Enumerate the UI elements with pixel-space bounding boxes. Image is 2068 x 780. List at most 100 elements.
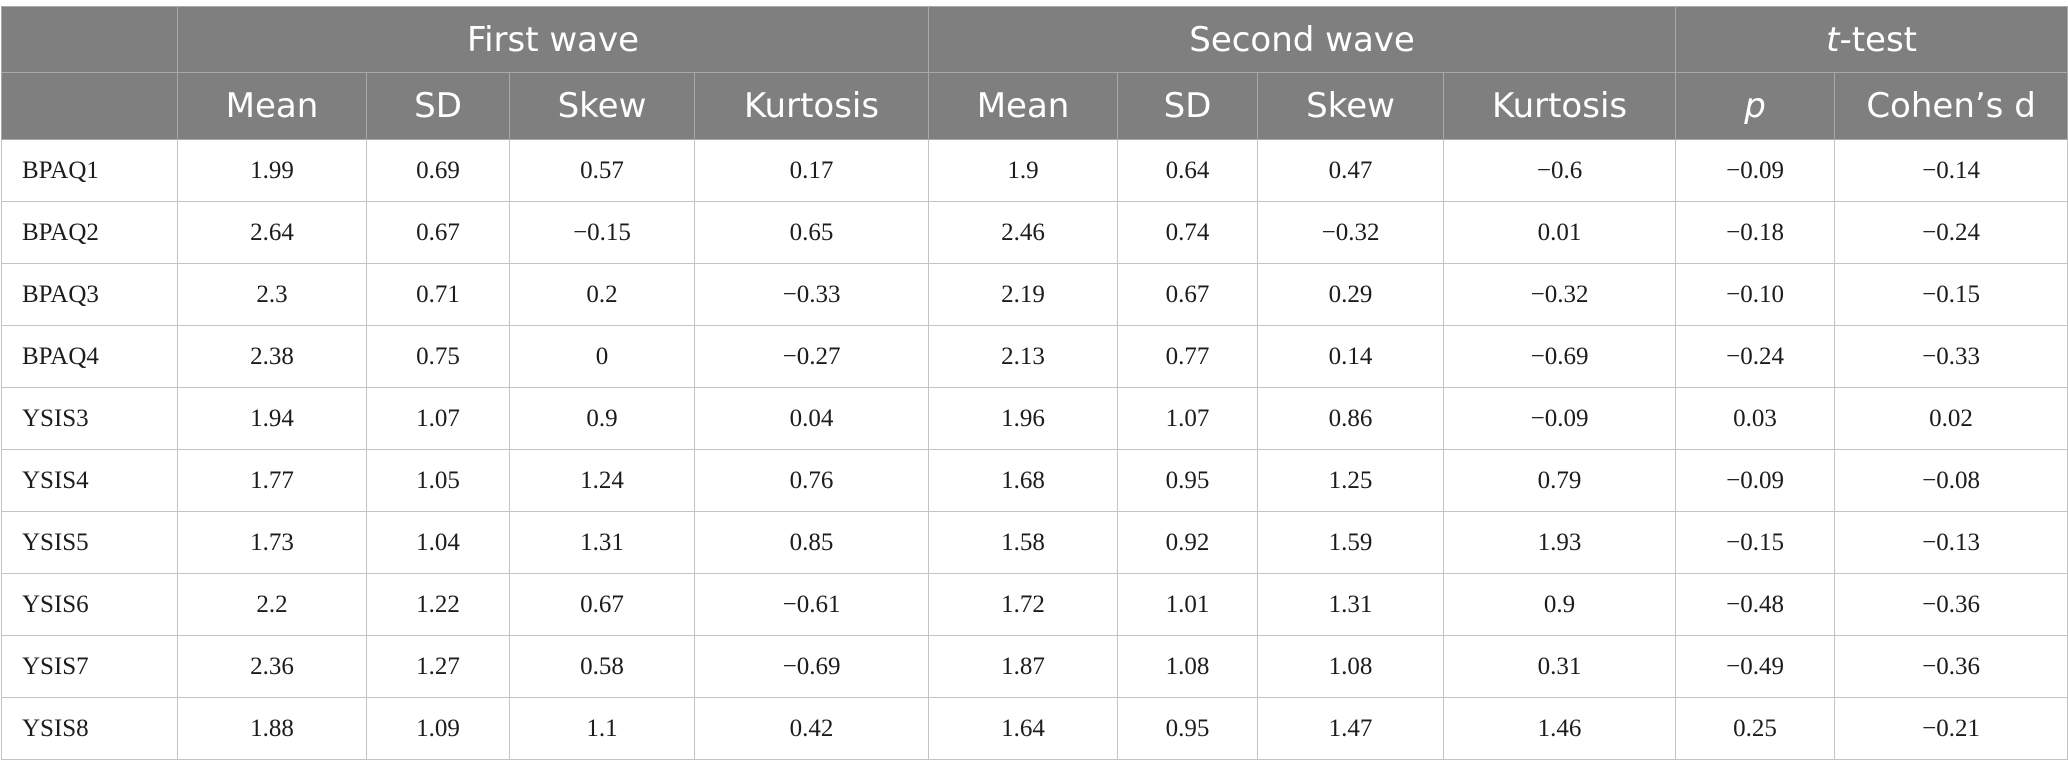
table-cell: 1.01 bbox=[1117, 573, 1259, 636]
table-cell: 1.25 bbox=[1257, 449, 1445, 512]
table-cell: 0.17 bbox=[693, 139, 930, 202]
table-cell: −0.21 bbox=[1834, 697, 2068, 760]
col-header-second-sd: SD bbox=[1117, 72, 1259, 140]
group-header-second-wave: Second wave bbox=[928, 6, 1677, 73]
table-cell: 1.72 bbox=[928, 573, 1119, 636]
table-body: BPAQ1 1.99 0.69 0.57 0.17 1.9 0.64 0.47 −0.6 −0.0… bbox=[1, 139, 2068, 760]
table-cell: 1.68 bbox=[928, 449, 1119, 512]
table-cell: −0.15 bbox=[509, 201, 695, 264]
table-cell: 0.67 bbox=[366, 201, 510, 264]
table-cell: −0.13 bbox=[1834, 511, 2068, 574]
table-cell: 1.05 bbox=[366, 449, 510, 512]
table-cell: 1.07 bbox=[1117, 387, 1259, 450]
table-cell: −0.33 bbox=[1834, 325, 2068, 388]
table-cell: 0 bbox=[509, 325, 695, 388]
table-cell: 2.3 bbox=[177, 263, 367, 326]
table-cell: 1.08 bbox=[1257, 635, 1445, 698]
table-cell: 0.31 bbox=[1443, 635, 1677, 698]
table-cell: 0.64 bbox=[1117, 139, 1259, 202]
table-cell: 1.99 bbox=[177, 139, 367, 202]
header-stub bbox=[1, 72, 178, 140]
table-cell: 0.77 bbox=[1117, 325, 1259, 388]
row-label: YSIS3 bbox=[1, 387, 178, 450]
table-cell: 1.27 bbox=[366, 635, 510, 698]
table-row: BPAQ2 2.64 0.67 −0.15 0.65 2.46 0.74 −0.32 0.01−… bbox=[1, 201, 2068, 264]
table-cell: −0.14 bbox=[1834, 139, 2068, 202]
table-row: YSIS4 1.77 1.05 1.24 0.76 1.68 0.95 1.25 0.79 −0.… bbox=[1, 449, 2068, 512]
col-header-p: p bbox=[1675, 72, 1836, 140]
table-cell: 0.86 bbox=[1257, 387, 1445, 450]
table-row: YSIS8 1.88 1.09 1.1 0.42 1.64 0.95 1.47 1.46 0.25… bbox=[1, 697, 2068, 760]
table-cell: −0.15 bbox=[1834, 263, 2068, 326]
table-cell: 1.31 bbox=[1257, 573, 1445, 636]
table-cell: 1.31 bbox=[509, 511, 695, 574]
table-cell: 0.69 bbox=[366, 139, 510, 202]
table-row: YSIS6 2.2 1.22 0.67 −0.61 1.72 1.01 1.31 0.9 −0.4… bbox=[1, 573, 2068, 636]
row-label: YSIS6 bbox=[1, 573, 178, 636]
table-cell: 0.02 bbox=[1834, 387, 2068, 450]
table-cell: 0.47 bbox=[1257, 139, 1445, 202]
t-test-italic-t: t bbox=[1826, 19, 1840, 60]
row-label: YSIS5 bbox=[1, 511, 178, 574]
table-cell: 2.46 bbox=[928, 201, 1119, 264]
table-cell: 1.96 bbox=[928, 387, 1119, 450]
table-cell: −0.09 bbox=[1675, 449, 1836, 512]
row-label: BPAQ1 bbox=[1, 139, 178, 202]
table-cell: −0.61 bbox=[693, 573, 930, 636]
table-cell: 0.03 bbox=[1675, 387, 1836, 450]
table-cell: −0.33 bbox=[693, 263, 930, 326]
table-cell: 0.25 bbox=[1675, 697, 1836, 760]
table-cell: −0.24 bbox=[1834, 201, 2068, 264]
table-row: BPAQ3 2.3 0.71 0.2 −0.33 2.19 0.67 0.29 −0.32 −0.… bbox=[1, 263, 2068, 326]
table-cell: −0.48 bbox=[1675, 573, 1836, 636]
table-cell: −0.49 bbox=[1675, 635, 1836, 698]
group-header-row: First wave Second wave t-test bbox=[1, 6, 2068, 73]
table-cell: 0.29 bbox=[1257, 263, 1445, 326]
statistics-table: First wave Second wave t-test Mean SD Sk… bbox=[1, 6, 2068, 760]
table-header: First wave Second wave t-test Mean SD Sk… bbox=[1, 6, 2068, 140]
group-header-t-test: t-test bbox=[1675, 6, 2068, 73]
table-cell: 1.73 bbox=[177, 511, 367, 574]
col-header-first-skew: Skew bbox=[509, 72, 695, 140]
table-cell: 0.2 bbox=[509, 263, 695, 326]
table-cell: 0.04 bbox=[693, 387, 930, 450]
table-cell: −0.32 bbox=[1443, 263, 1677, 326]
table-cell: 0.95 bbox=[1117, 449, 1259, 512]
row-label: YSIS4 bbox=[1, 449, 178, 512]
table-cell: 1.93 bbox=[1443, 511, 1677, 574]
row-label: BPAQ2 bbox=[1, 201, 178, 264]
table-cell: 0.95 bbox=[1117, 697, 1259, 760]
table-cell: 0.42 bbox=[693, 697, 930, 760]
table-cell: −0.18 bbox=[1675, 201, 1836, 264]
table-cell: 2.36 bbox=[177, 635, 367, 698]
table-cell: −0.15 bbox=[1675, 511, 1836, 574]
table-cell: 1.1 bbox=[509, 697, 695, 760]
col-header-second-skew: Skew bbox=[1257, 72, 1445, 140]
table-cell: −0.69 bbox=[693, 635, 930, 698]
table-cell: −0.24 bbox=[1675, 325, 1836, 388]
table-row: YSIS5 1.73 1.04 1.31 0.85 1.58 0.92 1.59 1.93 −0.… bbox=[1, 511, 2068, 574]
table-cell: 2.38 bbox=[177, 325, 367, 388]
table-cell: 0.85 bbox=[693, 511, 930, 574]
table-cell: 1.47 bbox=[1257, 697, 1445, 760]
table-cell: 2.2 bbox=[177, 573, 367, 636]
table-cell: −0.6 bbox=[1443, 139, 1677, 202]
table-cell: 1.59 bbox=[1257, 511, 1445, 574]
table-cell: −0.36 bbox=[1834, 573, 2068, 636]
group-header-first-wave: First wave bbox=[176, 6, 930, 73]
table-cell: −0.27 bbox=[693, 325, 930, 388]
table-cell: −0.10 bbox=[1675, 263, 1836, 326]
table-cell: 0.65 bbox=[693, 201, 930, 264]
table-cell: 2.13 bbox=[928, 325, 1119, 388]
table-cell: 1.24 bbox=[509, 449, 695, 512]
table-cell: 1.08 bbox=[1117, 635, 1259, 698]
table-cell: 0.79 bbox=[1443, 449, 1677, 512]
table-cell: 0.75 bbox=[366, 325, 510, 388]
column-header-row: Mean SD Skew Kurtosis Mean SD Skew Kurto… bbox=[1, 72, 2068, 140]
table-cell: 0.57 bbox=[509, 139, 695, 202]
col-header-second-mean: Mean bbox=[928, 72, 1119, 140]
table-cell: 0.92 bbox=[1117, 511, 1259, 574]
table-cell: −0.36 bbox=[1834, 635, 2068, 698]
table-cell: 0.67 bbox=[1117, 263, 1259, 326]
table-cell: 1.58 bbox=[928, 511, 1119, 574]
